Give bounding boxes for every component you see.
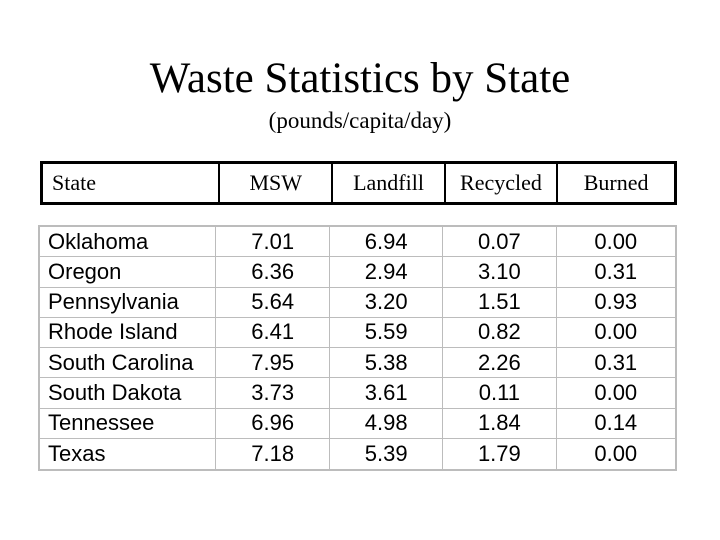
- table-cell-msw: 6.41: [216, 317, 331, 348]
- table-cell-msw: 6.36: [216, 257, 331, 288]
- column-header-landfill: Landfill: [331, 164, 443, 202]
- table-cell-msw: 7.95: [216, 348, 331, 379]
- table-cell-state: Oklahoma: [40, 227, 217, 258]
- table-cell-msw: 7.18: [216, 438, 331, 469]
- table-cell-msw: 6.96: [216, 408, 331, 439]
- table-cell-msw: 5.64: [216, 287, 331, 318]
- table-cell-recycled: 1.51: [443, 287, 557, 318]
- column-header-recycled: Recycled: [443, 164, 557, 202]
- table-cell-state: South Dakota: [40, 378, 217, 409]
- table-cell-state: Rhode Island: [40, 317, 217, 348]
- page-title: Waste Statistics by State: [149, 55, 571, 102]
- table-cell-recycled: 0.11: [443, 378, 557, 409]
- table-cell-landfill: 4.98: [330, 408, 444, 439]
- data-table: Oklahoma 7.01 6.94 0.07 0.00 Oregon 6.36…: [38, 225, 677, 471]
- table-cell-landfill: 5.39: [330, 438, 444, 469]
- table-cell-msw: 7.01: [216, 227, 331, 258]
- table-cell-landfill: 3.61: [330, 378, 444, 409]
- page-subtitle: (pounds/capita/day): [268, 108, 452, 133]
- table-cell-recycled: 0.07: [443, 227, 557, 258]
- table-cell-state: Texas: [40, 438, 217, 469]
- table-cell-landfill: 3.20: [330, 287, 444, 318]
- table-cell-burned: 0.14: [556, 409, 675, 439]
- table-cell-burned: 0.31: [556, 348, 675, 379]
- table-cell-burned: 0.93: [556, 288, 675, 318]
- column-header-burned: Burned: [556, 164, 674, 202]
- table-cell-landfill: 2.94: [330, 257, 444, 288]
- table-cell-state: Pennsylvania: [40, 287, 217, 318]
- table-cell-recycled: 0.82: [443, 317, 557, 348]
- table-cell-recycled: 2.26: [443, 348, 557, 379]
- table-cell-state: Oregon: [40, 257, 217, 288]
- table-cell-recycled: 1.79: [443, 438, 557, 469]
- table-cell-landfill: 5.38: [330, 348, 444, 379]
- table-cell-landfill: 6.94: [330, 227, 444, 258]
- column-header-state: State: [52, 170, 96, 195]
- table-cell-state: South Carolina: [40, 348, 217, 379]
- table-cell-state: Tennessee: [40, 408, 217, 439]
- table-cell-burned: 0.00: [594, 440, 638, 466]
- column-header-msw: MSW: [218, 164, 331, 202]
- table-cell-recycled: 1.84: [443, 408, 557, 439]
- table-cell-burned: 0.00: [556, 318, 675, 348]
- table-cell-burned: 0.31: [556, 257, 675, 288]
- table-cell-recycled: 3.10: [443, 257, 557, 288]
- table-cell-msw: 3.73: [216, 378, 331, 409]
- table-cell-burned: 0.00: [556, 227, 675, 258]
- table-cell-landfill: 5.59: [330, 317, 444, 348]
- table-header-row: State MSW Landfill Recycled Burned: [40, 161, 677, 205]
- table-cell-burned: 0.00: [556, 378, 675, 409]
